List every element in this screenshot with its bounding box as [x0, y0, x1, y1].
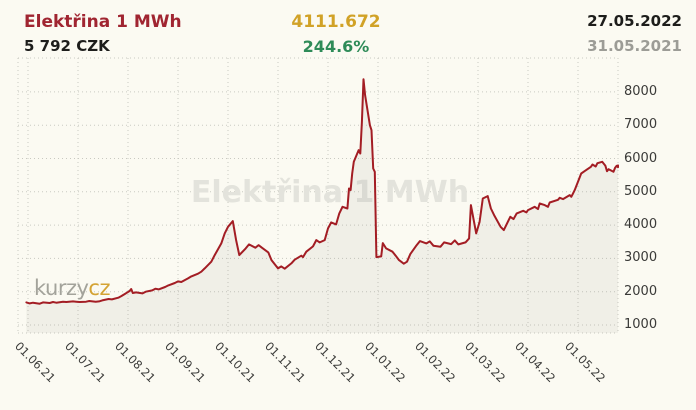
change-percent: 244.6%	[302, 37, 370, 56]
y-tick-label: 3000	[624, 250, 658, 266]
watermark: Elektřina 1 MWh	[191, 175, 469, 210]
price-line	[25, 78, 619, 305]
grid-lines	[17, 57, 619, 334]
kurzy-logo-gold: cz	[88, 276, 110, 300]
current-price: 5 792 CZK	[24, 37, 110, 55]
chart-title: Elektřina 1 MWh	[24, 12, 182, 32]
price-area-fill	[26, 79, 618, 333]
y-tick-label: 2000	[624, 283, 658, 299]
kurzy-logo: kurzycz	[34, 276, 110, 300]
y-tick-label: 5000	[624, 183, 658, 199]
y-tick-label: 6000	[624, 150, 658, 166]
date-range-start: 31.05.2021	[587, 37, 682, 55]
change-absolute: 4111.672	[291, 12, 381, 32]
y-tick-label: 1000	[624, 317, 658, 332]
y-tick-label: 7000	[624, 117, 658, 133]
date-range-end: 27.05.2022	[587, 12, 682, 30]
y-tick-label: 8000	[624, 83, 658, 99]
kurzy-logo-gray: kurzy	[34, 276, 88, 300]
y-tick-label: 4000	[624, 217, 658, 233]
